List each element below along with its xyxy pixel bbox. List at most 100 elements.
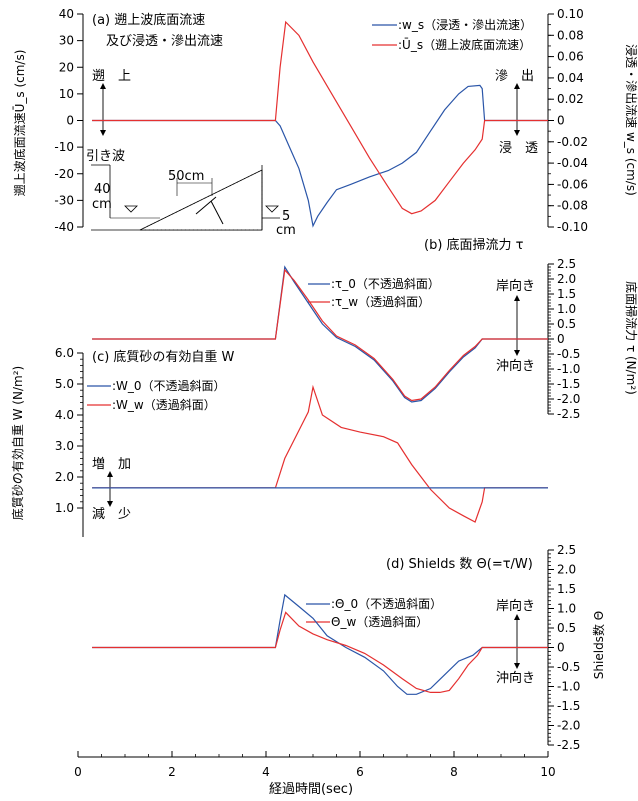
a-right-tick-label-3: -0.04 [557,156,588,170]
inset-height-unit: cm [92,197,112,212]
x-tick-label-3: 6 [356,765,364,779]
c-left-tick-label-1: 2.0 [55,470,74,484]
panel-a-right-tick-labels: -0.10 -0.08 -0.06 -0.04 -0.02 0 0.02 0.04 0.06 0.… [548,7,588,234]
legend-ww: :W_w（透過斜面） [112,398,216,412]
panel-a-legend: :w_s（浸透・滲出流速） :Ū_s（遡上波底面流速） [372,18,532,52]
panel-a-title: (a) 遡上波底面流速 [92,12,205,28]
label-infiltration: 浸 透 [499,141,538,156]
b-right-tick-label-0: 2.5 [557,257,576,271]
panel-a-plot [92,20,548,228]
a-left-tick-label-3: -10 [54,140,74,154]
b-right-tick-label-3: 1.0 [557,302,576,316]
panel-c-legend: :W_0（不透過斜面） :W_w（透過斜面） [87,379,226,412]
panel-a-y-label-left: 遡上波底面流速Ū_s (cm/s) [12,50,27,197]
panel-a-title-line2: 及び浸透・滲出流速 [106,34,223,49]
label-offshore-d: 沖向き [496,670,535,686]
x-tick-label-5: 10 [540,765,555,779]
d-right-tick-label-9: -2.0 [557,719,580,733]
d-right-tick-label-0: 2.5 [557,543,576,557]
panel-d-tick-labels: 2.5 2.0 1.5 1.0 0.5 0 -0.5 -1.0 -1.5 -2.0 -2.5 [548,543,580,752]
d-right-tick-label-4: 0.5 [557,621,576,635]
d-right-tick-label-2: 1.5 [557,582,576,596]
legend-theta0: :Θ_0（不透過斜面） [331,597,442,611]
b-right-tick-label-6: -0.5 [557,347,580,361]
c-left-tick-label-0: 1.0 [55,501,74,515]
x-tick-label-2: 4 [262,765,270,779]
panel-b-plot [92,265,548,403]
label-shoreward-b: 岸向き [496,278,535,294]
series-line-ww [92,384,548,523]
c-left-tick-label-2: 3.0 [55,439,74,453]
x-tick-label-1: 2 [168,765,176,779]
a-right-tick-label-10: 0.10 [557,7,584,21]
b-right-tick-label-1: 2.0 [557,272,576,286]
panel-c: 1.0 2.0 3.0 4.0 5.0 6.0 (c) 底質砂の有効自重 W 底質砂の有効… [10,346,548,537]
b-right-tick-label-4: 0.5 [557,317,576,331]
arrow-a-right [514,83,520,136]
a-left-tick-label-8: 40 [59,7,74,21]
series-line-theta0 [92,593,548,695]
arrow-d [514,614,520,669]
panel-a-left-tick-labels: -40 -30 -20 -10 0 10 20 30 40 [54,7,83,234]
a-right-tick-label-4: -0.02 [557,135,588,149]
panel-c-tick-labels: 1.0 2.0 3.0 4.0 5.0 6.0 [55,346,83,515]
panel-d: 2.5 2.0 1.5 1.0 0.5 0 -0.5 -1.0 -1.5 -2.0 -2.5 0 2 4… [74,543,606,797]
a-right-tick-label-9: 0.08 [557,28,584,42]
x-axis-tick-labels: 0 2 4 6 8 10 [74,751,556,779]
panel-c-title: (c) 底質砂の有効自重 W [92,349,235,365]
a-right-tick-label-2: -0.06 [557,177,588,191]
a-left-tick-label-7: 30 [59,34,74,48]
b-right-tick-label-5: 0 [557,332,565,346]
panel-a-y-label-right: 浸透・滲出流速 w_s (cm/s) [624,44,638,196]
label-exfiltration: 滲 出 [495,69,534,84]
panel-c-y-label: 底質砂の有効自重 W (N/m²) [10,366,25,520]
label-backwash: 引き波 [86,149,125,164]
a-right-tick-label-1: -0.08 [557,199,588,213]
series-line-tauw [92,268,548,402]
c-left-tick-label-3: 4.0 [55,408,74,422]
inset-depth-label: 5 [282,209,290,224]
panel-d-legend: :Θ_0（不透過斜面） Θ_w（透過斜面） [306,597,442,629]
inset-width-label: 50cm [168,169,204,184]
panel-b-legend: :τ_0（不透過斜面） :τ_w（透過斜面） [308,277,440,309]
b-right-tick-label-9: -2.0 [557,392,580,406]
series-line-tau0 [92,265,548,403]
a-left-tick-label-1: -30 [54,193,74,207]
legend-ws: :w_s（浸透・滲出流速） [398,18,532,32]
panel-b-tick-labels: 2.52.01.51.00.50-0.5-1.0-1.5-2.0-2.5 [548,257,580,421]
label-shoreward-d: 岸向き [496,598,535,614]
a-left-tick-label-5: 10 [59,87,74,101]
label-increase: 増 加 [92,457,131,472]
arrow-a-left [100,83,106,136]
d-right-tick-label-3: 1.0 [557,602,576,616]
series-line-thetaw [92,611,548,693]
a-left-tick-label-2: -20 [54,167,74,181]
a-left-tick-label-0: -40 [54,220,74,234]
legend-tau0: :τ_0（不透過斜面） [331,277,440,291]
a-right-tick-label-5: 0 [557,114,565,128]
panel-c-plot [92,384,548,523]
a-left-tick-label-4: 0 [66,114,74,128]
b-right-tick-label-10: -2.5 [557,407,580,421]
x-tick-label-0: 0 [74,765,82,779]
label-offshore-b: 沖向き [496,358,535,374]
legend-us: :Ū_s（遡上波底面流速） [398,37,531,52]
series-line-ws [92,84,548,228]
arrow-b [514,295,520,356]
legend-w0: :W_0（不透過斜面） [112,379,226,393]
panel-b-y-label: 底面掃流力 τ (N/m²) [624,281,638,395]
b-right-tick-label-8: -1.5 [557,377,580,391]
c-left-tick-label-5: 6.0 [55,346,74,360]
b-right-tick-label-7: -1.0 [557,362,580,376]
legend-tauw: :τ_w（透過斜面） [331,295,430,309]
a-right-tick-label-8: 0.06 [557,50,584,64]
panel-d-y-label: Shields数 Θ [591,611,606,679]
c-left-tick-label-4: 5.0 [55,377,74,391]
label-decrease: 減 少 [92,506,131,522]
a-right-tick-label-7: 0.04 [557,71,584,85]
d-right-tick-label-5: 0 [557,641,565,655]
legend-thetaw: Θ_w（透過斜面） [331,615,428,629]
slope-schematic-inset: 50cm 40 cm 5 cm [91,164,296,238]
series-line-us [92,20,548,215]
